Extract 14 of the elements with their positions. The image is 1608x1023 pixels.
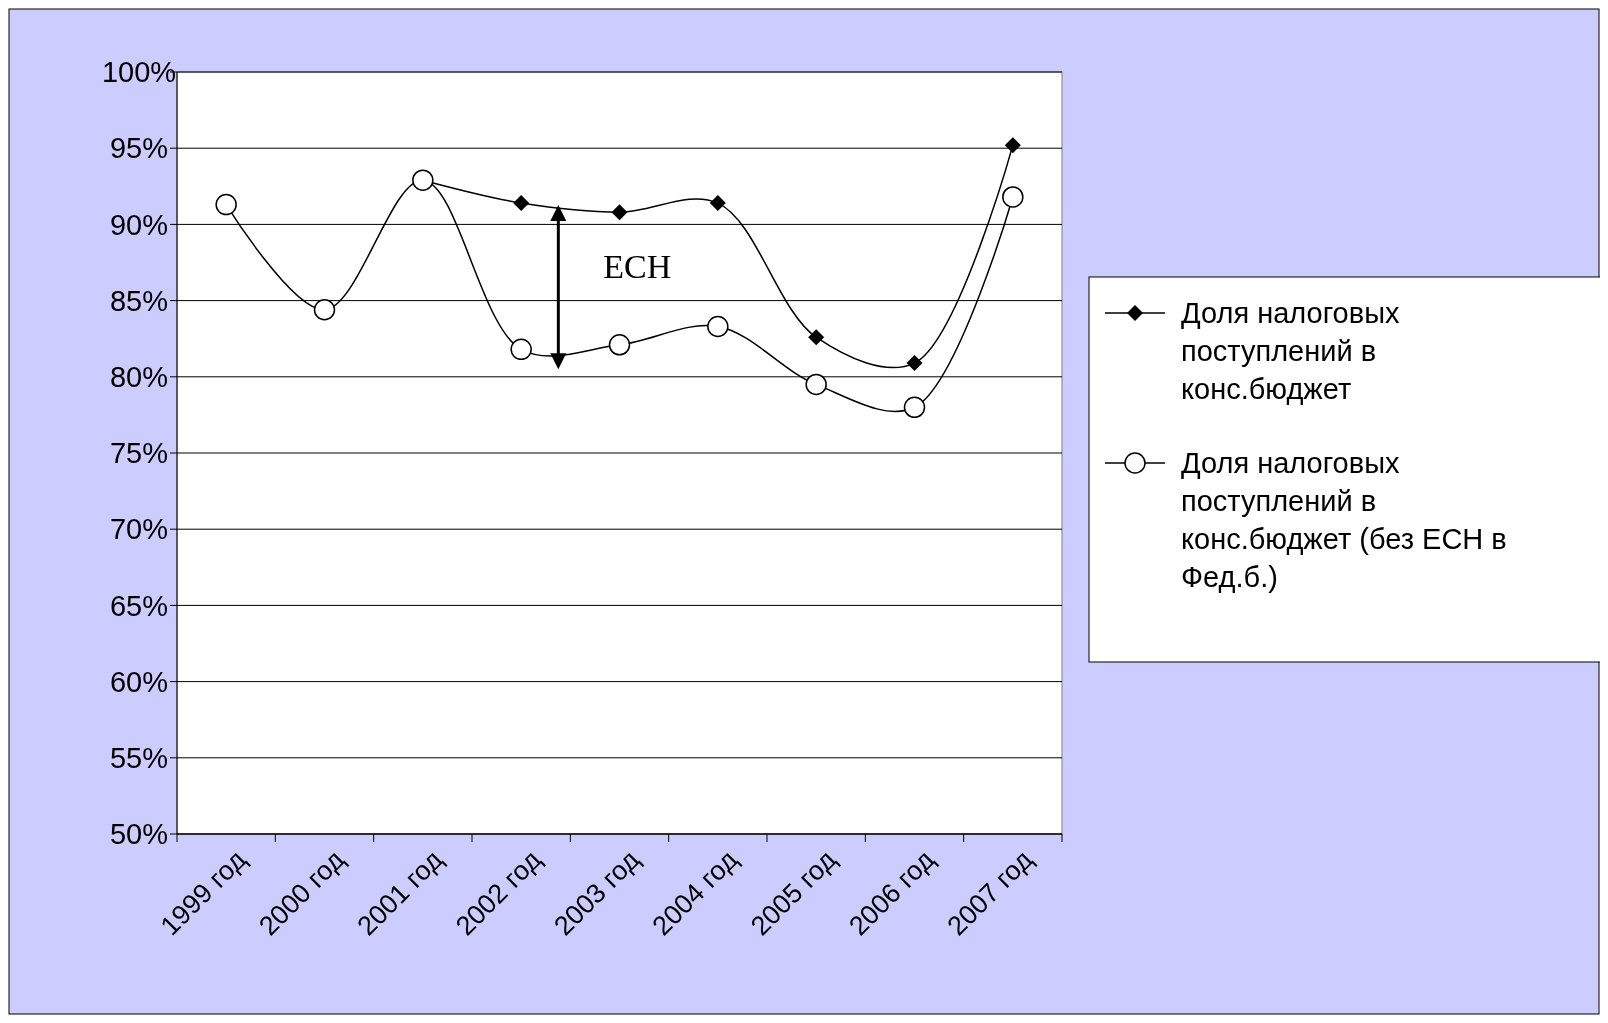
y-tick-label: 75% [109, 437, 169, 470]
y-tick-label: 50% [109, 818, 169, 851]
annotation: ЕСН [603, 247, 672, 285]
y-tick-label: 90% [109, 208, 169, 241]
y-tick-label: 65% [109, 589, 169, 622]
y-tick-label: 95% [109, 132, 169, 165]
y-tick-label: 85% [109, 284, 169, 317]
y-tick-label: 55% [109, 741, 169, 774]
y-tick-label: 60% [109, 665, 169, 698]
legend-label: Доля налоговых поступлений в конс.бюджет [1181, 297, 1400, 406]
y-tick-label: 100% [101, 56, 177, 89]
legend-label: Доля налоговых поступлений в конс.бюджет (без ЕСН в Фед.б.) [1181, 447, 1507, 594]
y-tick-label: 70% [109, 513, 169, 546]
y-tick-label: 80% [109, 360, 169, 393]
